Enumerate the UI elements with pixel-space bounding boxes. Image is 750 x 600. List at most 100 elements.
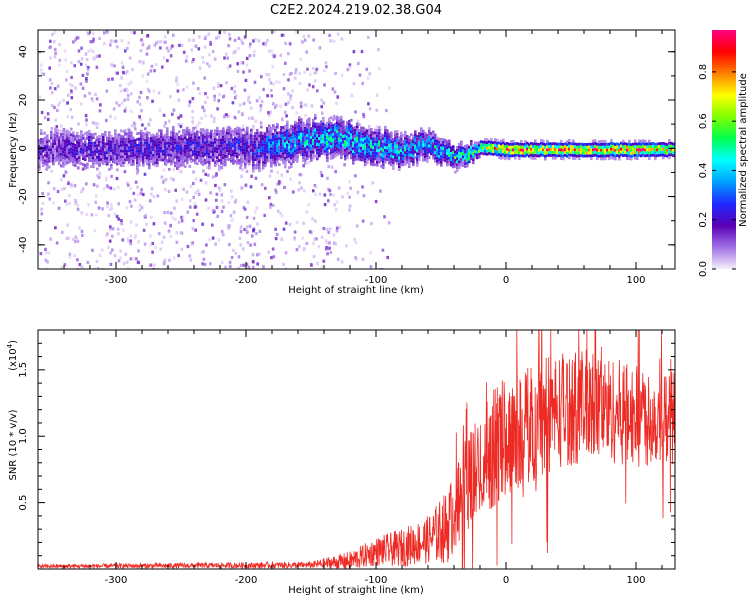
ridge-cell (354, 158, 357, 161)
noise-cell (237, 110, 241, 114)
ridge-cell (272, 138, 275, 142)
ridge-cell (434, 151, 437, 154)
ridge-cell (168, 167, 171, 171)
noise-cell (278, 180, 281, 184)
ridge-cell (144, 136, 147, 139)
noise-cell (96, 122, 100, 126)
noise-cell (326, 176, 329, 180)
ridge-cell (64, 142, 67, 146)
ridge-cell (184, 141, 187, 145)
noise-cell (336, 32, 340, 36)
noise-cell (152, 89, 156, 93)
ridge-cell (620, 144, 623, 148)
ridge-cell (326, 130, 329, 134)
ridge-cell (390, 160, 393, 164)
ridge-cell (182, 132, 185, 135)
ridge-cell (60, 164, 63, 168)
noise-cell (240, 174, 243, 178)
ridge-cell (250, 137, 253, 141)
ridge-cell (228, 137, 231, 141)
noise-cell (275, 232, 279, 237)
noise-cell (115, 101, 118, 105)
ridge-cell (378, 157, 381, 161)
ridge-cell (366, 155, 369, 159)
ridge-cell (570, 150, 573, 154)
ridge-cell (72, 148, 75, 152)
noise-cell (69, 108, 73, 112)
noise-cell (166, 59, 169, 63)
ridge-cell (378, 137, 381, 141)
ridge-cell (214, 155, 217, 159)
noise-cell (295, 220, 299, 224)
ridge-cell (576, 151, 579, 155)
ridge-cell (142, 161, 145, 164)
ridge-cell (398, 139, 401, 142)
ridge-cell (218, 153, 221, 157)
ridge-cell (128, 149, 131, 153)
ridge-cell (248, 162, 251, 166)
ridge-cell (360, 149, 363, 153)
noise-cell (179, 125, 183, 129)
ridge-cell (230, 156, 233, 160)
ridge-cell (642, 147, 645, 151)
ridge-cell (346, 147, 349, 151)
noise-cell (320, 98, 323, 102)
noise-cell (230, 189, 233, 193)
noise-cell (303, 103, 307, 107)
noise-cell (125, 206, 129, 210)
noise-cell (57, 103, 60, 107)
ridge-cell (274, 152, 277, 155)
ridge-cell (578, 157, 581, 160)
noise-cell (204, 114, 207, 118)
ridge-cell (304, 135, 307, 139)
ridge-cell (100, 140, 103, 144)
ridge-cell (212, 153, 215, 156)
ridge-cell (166, 153, 169, 157)
ridge-cell (184, 159, 187, 163)
ridge-cell (344, 157, 347, 161)
ridge-cell (596, 142, 599, 146)
ridge-cell (216, 141, 219, 145)
ridge-cell (100, 155, 103, 158)
ridge-cell (546, 154, 549, 157)
noise-cell (260, 75, 263, 79)
ridge-cell (346, 156, 349, 159)
noise-cell (228, 243, 231, 247)
ridge-cell (208, 132, 211, 135)
ridge-cell (54, 130, 57, 134)
ridge-cell (230, 130, 233, 134)
ridge-cell (480, 140, 483, 144)
noise-cell (53, 30, 57, 34)
ridge-cell (162, 158, 165, 162)
ridge-cell (224, 152, 227, 155)
noise-cell (289, 94, 293, 98)
ridge-cell (432, 130, 435, 134)
noise-cell (180, 197, 184, 201)
ridge-cell (486, 152, 489, 156)
ridge-cell (374, 154, 377, 158)
ridge-cell (418, 140, 421, 144)
ridge-cell (244, 162, 247, 166)
ridge-cell (366, 132, 369, 136)
ridge-cell (362, 150, 365, 153)
ridge-cell (52, 148, 55, 151)
ridge-cell (108, 137, 111, 140)
ridge-cell (362, 138, 365, 142)
ridge-cell (174, 161, 177, 165)
ridge-cell (330, 156, 333, 160)
ridge-cell (146, 139, 149, 142)
ridge-cell (118, 142, 121, 145)
ridge-cell (154, 161, 157, 165)
ridge-cell (344, 128, 347, 132)
ridge-cell (188, 134, 191, 138)
noise-cell (212, 119, 216, 124)
ridge-cell (92, 156, 95, 160)
ridge-cell (176, 135, 179, 139)
ridge-cell (356, 145, 359, 149)
ridge-cell (452, 145, 455, 149)
ridge-cell (658, 148, 661, 151)
ridge-cell (570, 142, 573, 145)
ridge-cell (460, 143, 463, 147)
ridge-cell (438, 149, 441, 153)
ridge-cell (94, 152, 97, 156)
